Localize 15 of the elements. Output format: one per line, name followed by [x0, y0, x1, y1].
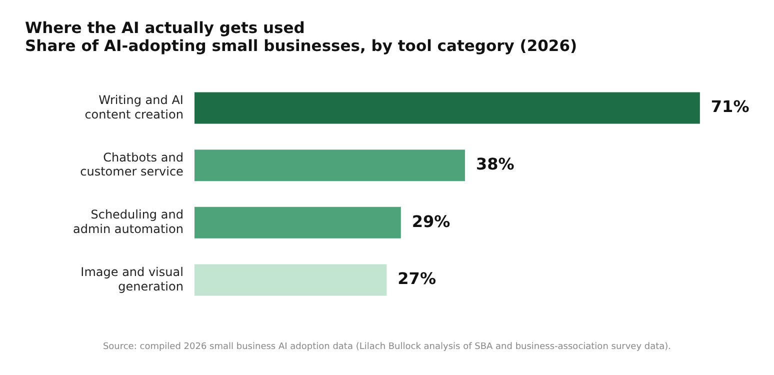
data-label: 27% [398, 269, 436, 288]
data-label: 71% [710, 97, 750, 116]
source-note: Source: compiled 2026 small business AI adoption data (Lilach Bullock analysis of SBA and business-association survey data). [102, 342, 672, 352]
bar [194, 150, 465, 182]
y-tick-label: Writing and AI content creation [84, 92, 184, 122]
y-tick-label: Image and visual generation [80, 264, 184, 294]
y-tick-label: Chatbots and customer service [80, 150, 184, 179]
chart-subtitle: Share of AI-adopting small businesses, by tool category (2026) [25, 37, 578, 55]
bar [194, 92, 700, 124]
bar [194, 264, 387, 296]
bar [194, 206, 401, 238]
chart-title: Where the AI actually gets used [25, 19, 306, 37]
data-label: 29% [412, 212, 450, 231]
data-label: 38% [476, 154, 514, 174]
y-tick-label: Scheduling and admin automation [72, 208, 184, 236]
